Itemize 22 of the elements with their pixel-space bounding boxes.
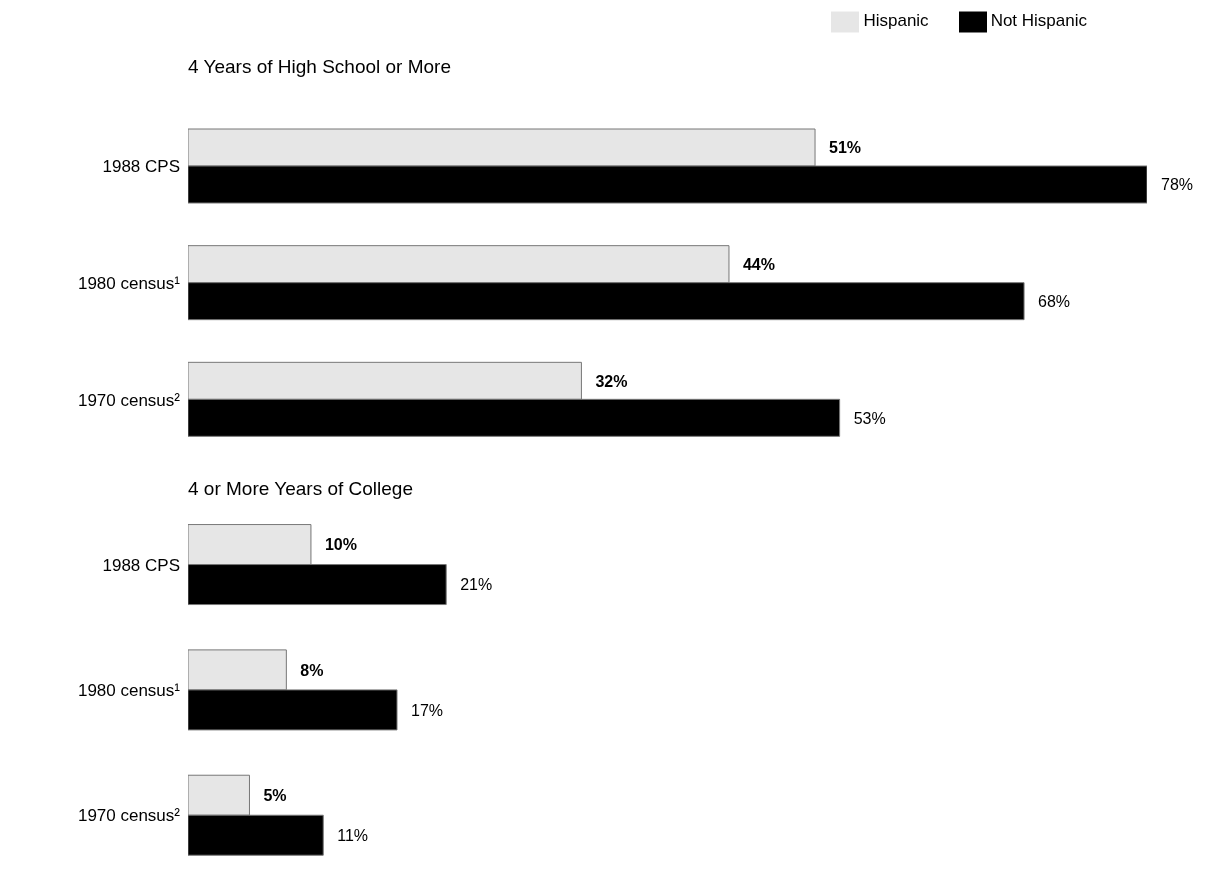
y-tick-label: 1988 CPS bbox=[102, 555, 180, 575]
y-tick-label: 1970 census² bbox=[77, 806, 181, 826]
data-label: 11% bbox=[337, 826, 369, 844]
data-label: 5% bbox=[263, 786, 287, 804]
data-label: 21% bbox=[460, 576, 493, 594]
data-label: 44% bbox=[742, 255, 776, 273]
y-tick-label: 1970 census² bbox=[77, 390, 181, 410]
data-label: 78% bbox=[1161, 176, 1194, 194]
chart-title: 4 or More Years of College bbox=[188, 478, 413, 500]
legend-label: Hispanic bbox=[863, 11, 929, 31]
y-tick-label: 1980 census¹ bbox=[77, 274, 181, 294]
data-label: 32% bbox=[595, 372, 628, 390]
data-label: 10% bbox=[324, 536, 357, 554]
y-tick-label: 1980 census¹ bbox=[77, 681, 181, 701]
data-label: 17% bbox=[411, 701, 444, 719]
data-label: 51% bbox=[829, 139, 862, 157]
legend-label: Not Hispanic bbox=[990, 11, 1087, 31]
data-label: 53% bbox=[853, 409, 886, 427]
chart-title: 4 Years of High School or More bbox=[188, 56, 451, 78]
data-label: 8% bbox=[300, 661, 324, 679]
data-label: 68% bbox=[1038, 292, 1071, 310]
y-tick-label: 1988 CPS bbox=[102, 157, 180, 177]
